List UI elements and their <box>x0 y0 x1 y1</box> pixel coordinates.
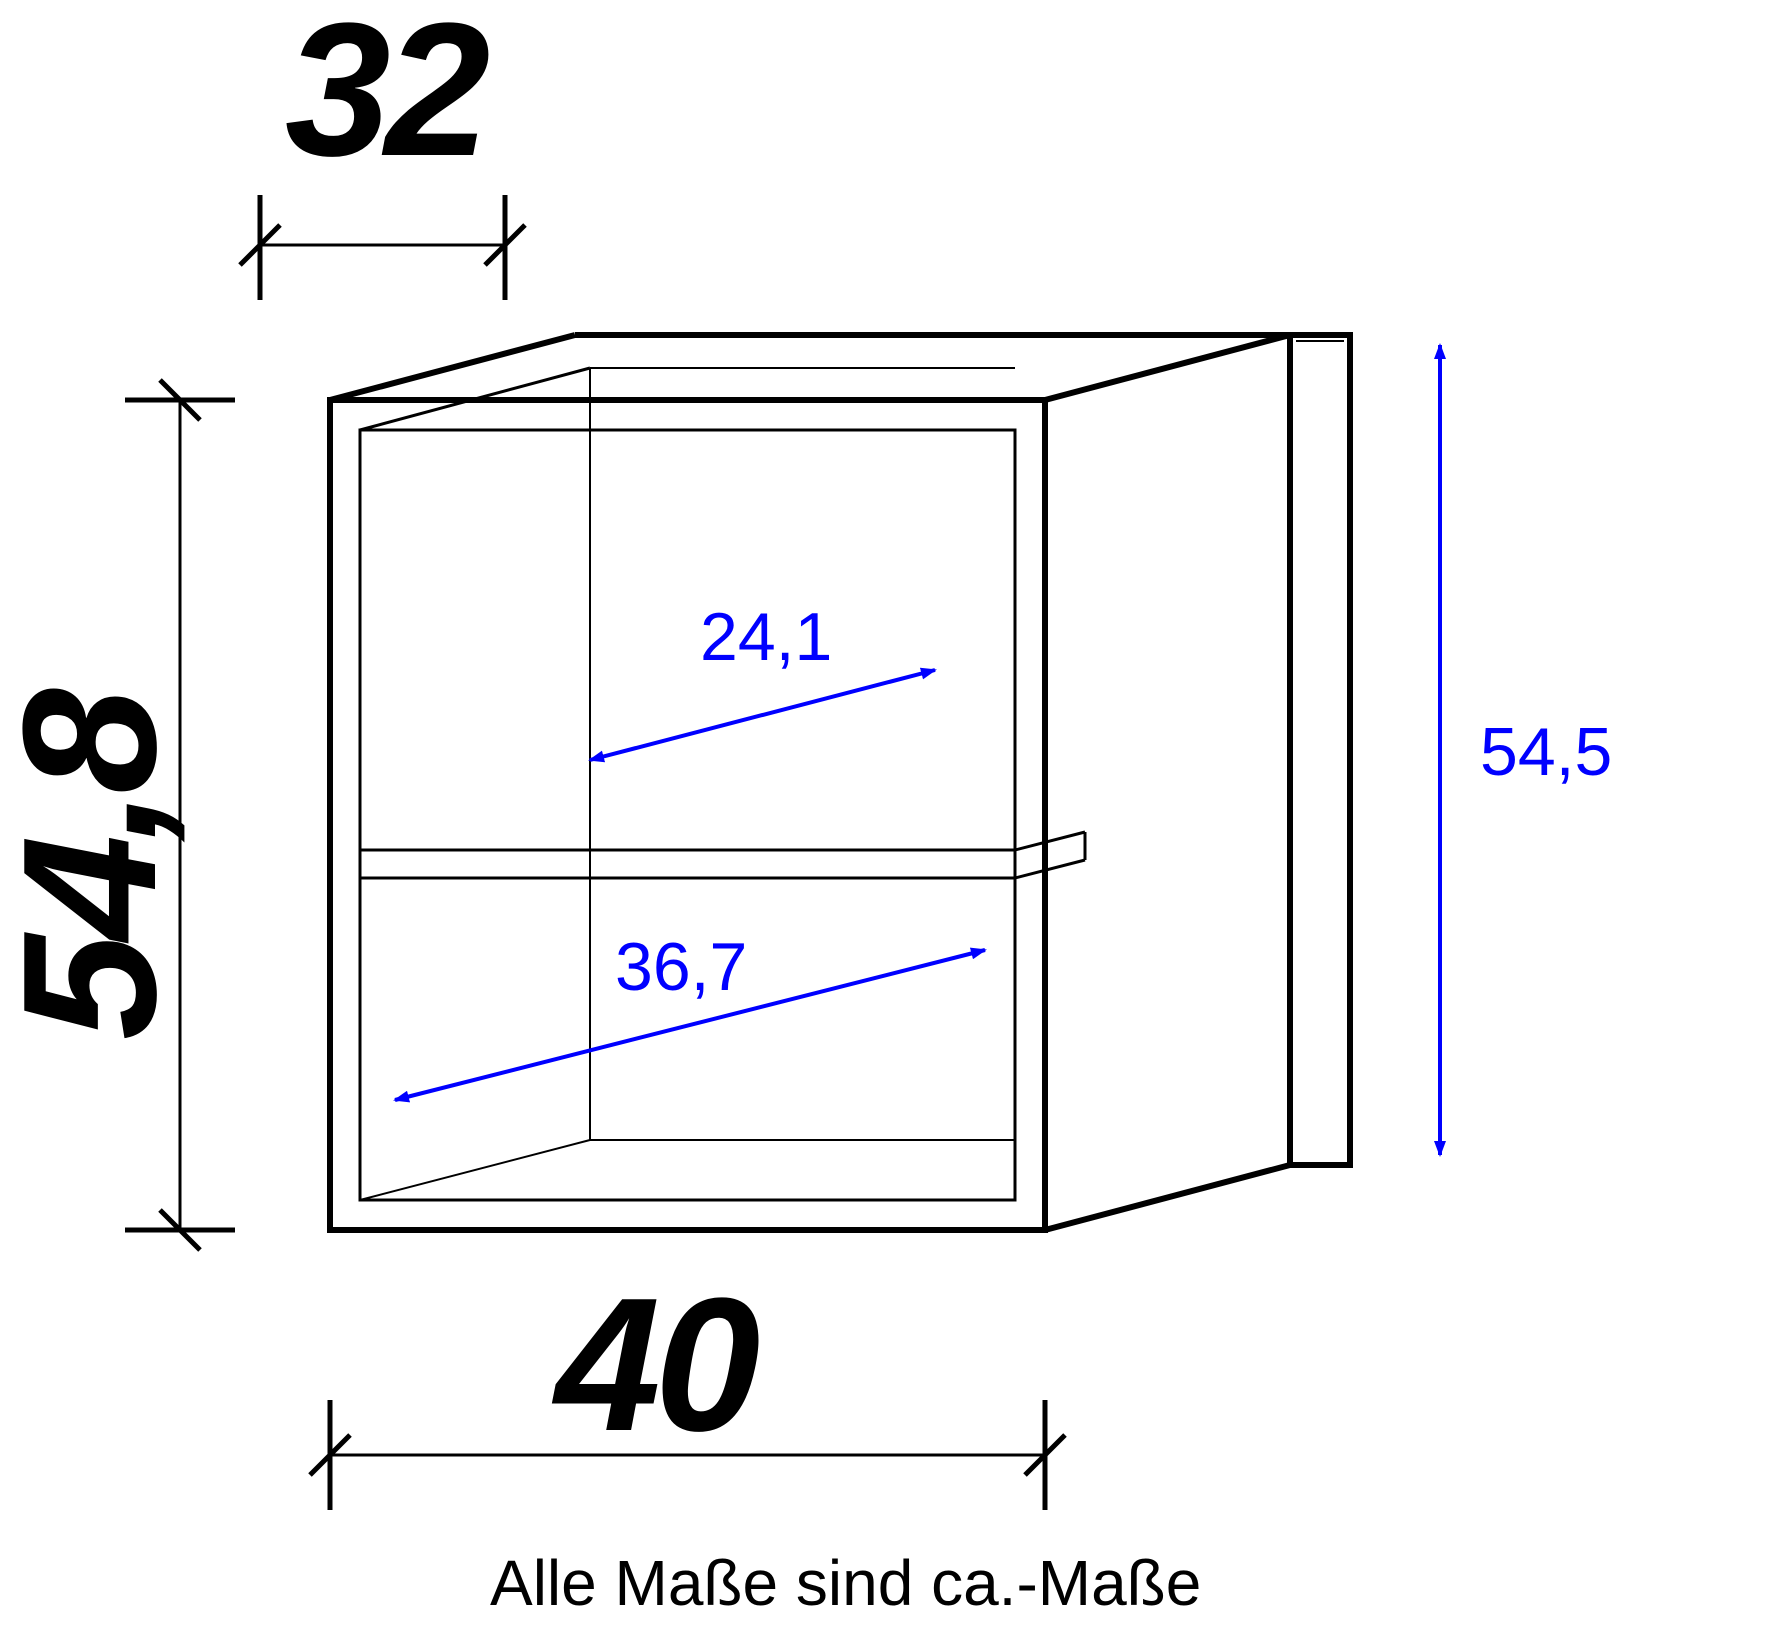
dim-inner-depth: 24,1 <box>590 599 935 760</box>
dim-inner-height: 54,5 <box>1440 345 1612 1155</box>
dim-depth-value: 32 <box>285 0 489 196</box>
dim-inner-depth-value: 24,1 <box>700 599 832 675</box>
diagram-stage: 32 54,8 40 <box>0 0 1777 1629</box>
dim-inner-width-value: 36,7 <box>615 929 747 1005</box>
dim-height-value: 54,8 <box>0 688 196 1040</box>
dim-inner-height-value: 54,5 <box>1480 714 1612 790</box>
dim-inner-width: 36,7 <box>395 929 985 1100</box>
caption-text: Alle Maße sind ca.-Maße <box>490 1547 1201 1619</box>
diagram-svg: 32 54,8 40 <box>0 0 1777 1629</box>
dim-height: 54,8 <box>0 380 235 1250</box>
dim-depth: 32 <box>240 0 525 300</box>
dim-width: 40 <box>310 1259 1065 1510</box>
dim-width-value: 40 <box>551 1259 759 1471</box>
cabinet <box>330 335 1350 1230</box>
